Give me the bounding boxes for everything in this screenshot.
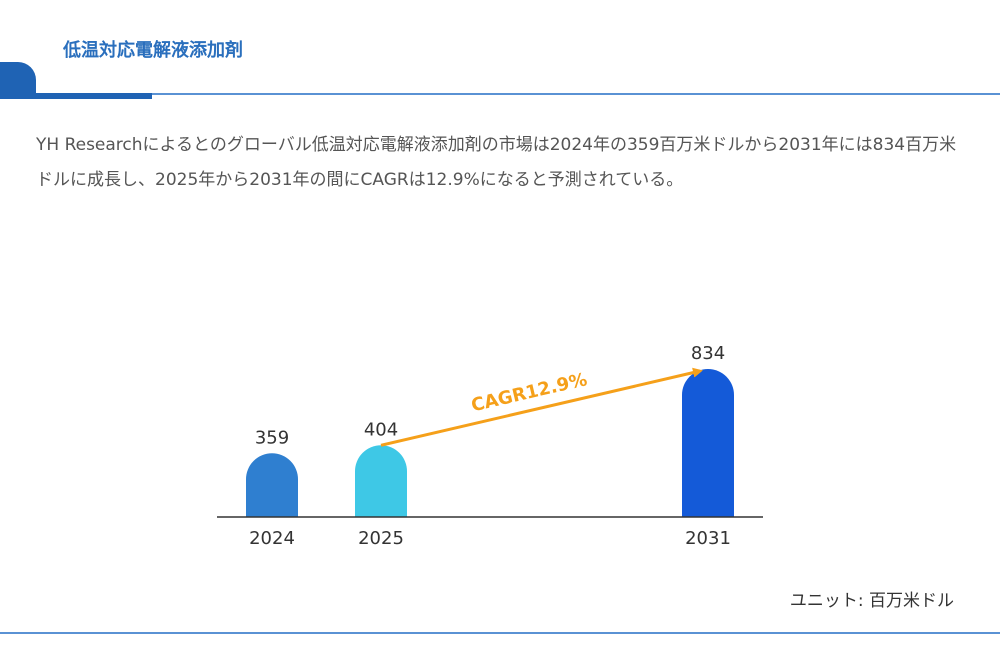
unit-label: ユニット: 百万米ドル xyxy=(789,591,954,611)
value-label-2031: 834 xyxy=(691,343,725,364)
bar-2031 xyxy=(682,369,734,517)
header-tab-accent xyxy=(0,62,36,96)
page-title: 低温対応電解液添加剤 xyxy=(63,40,243,61)
footer-divider xyxy=(0,632,1000,634)
x-tick-label-2024: 2024 xyxy=(249,528,295,549)
x-tick-label-2025: 2025 xyxy=(358,528,404,549)
cagr-arrow xyxy=(380,367,703,447)
bar-2024 xyxy=(246,453,298,517)
header-accent-bar xyxy=(0,93,152,99)
market-description: YH Researchによるとのグローバル低温対応電解液添加剤の市場は2024年… xyxy=(36,135,957,190)
value-label-2024: 359 xyxy=(255,427,289,448)
header-divider xyxy=(0,93,1000,95)
x-tick-label-2031: 2031 xyxy=(685,528,731,549)
value-label-2025: 404 xyxy=(364,419,398,440)
bar-2025 xyxy=(355,445,407,517)
